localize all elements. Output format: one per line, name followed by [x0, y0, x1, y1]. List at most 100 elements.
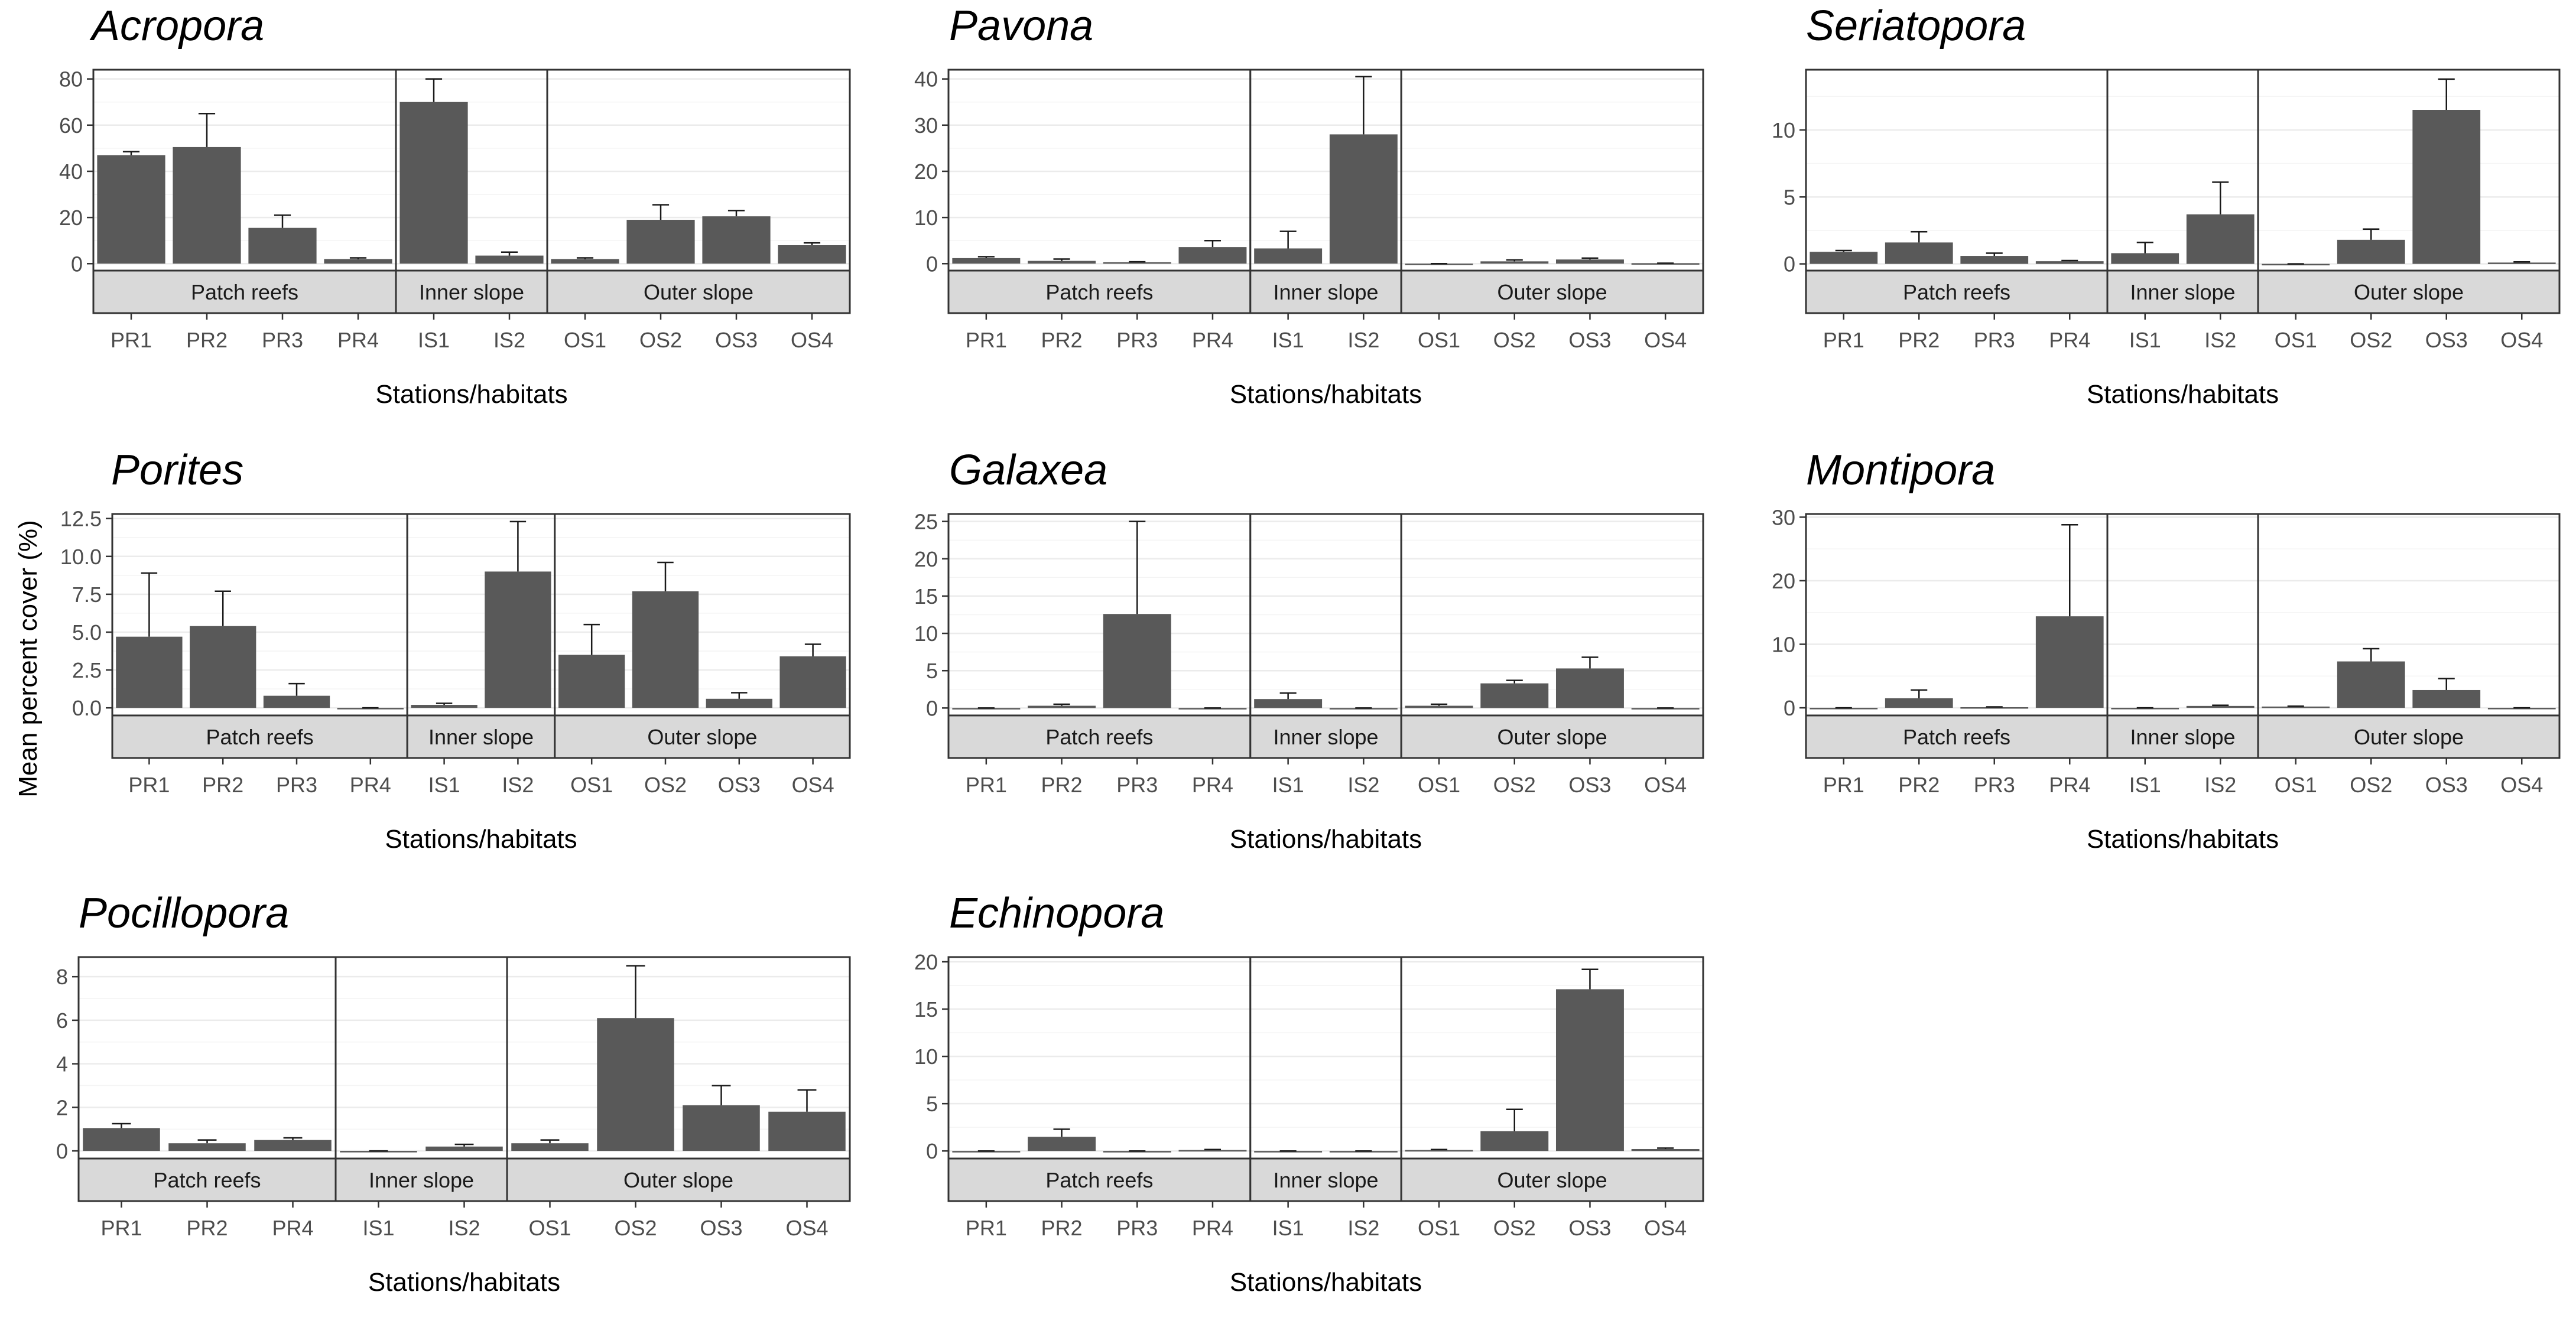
- facet-patch-reefs: PR1 PR2 PR3 PR4 Patch reefs: [1805, 69, 2109, 352]
- y-tick-label: 6: [56, 1008, 68, 1033]
- facet-patch-reefs: PR1 PR2 PR3 PR4 Patch reefs: [947, 956, 1252, 1240]
- y-tick-label: 10: [914, 1045, 938, 1069]
- x-tick-label-os4: OS4: [792, 773, 834, 797]
- x-tick-label-os3: OS3: [2425, 328, 2468, 352]
- x-tick-label-pr3: PR3: [276, 773, 317, 797]
- facet-strip: [947, 269, 1252, 314]
- x-axis-title: Stations/habitats: [368, 1268, 560, 1297]
- x-tick-label-pr3: PR3: [1116, 328, 1158, 352]
- bar-is1: [2111, 253, 2179, 264]
- bar-is2: [1329, 134, 1398, 264]
- y-tick-label: 5.0: [72, 620, 102, 645]
- facet-inner-slope: IS1 IS2 Inner slope: [395, 69, 548, 352]
- facet-strip: [1249, 1157, 1402, 1202]
- bar-os1: [551, 259, 619, 264]
- bar-pr4: [1178, 1150, 1247, 1152]
- facet-background: [2258, 70, 2559, 271]
- x-tick-label-is2: IS2: [1347, 1216, 1379, 1240]
- facet-strip-label: Outer slope: [1497, 280, 1607, 304]
- facet-border: [2257, 513, 2561, 717]
- x-tick-label-is1: IS1: [428, 773, 460, 797]
- bar-os2: [1480, 683, 1549, 708]
- facet-border: [1400, 956, 1704, 1160]
- facet-strip-label: Inner slope: [428, 725, 534, 749]
- x-tick-label-is2: IS2: [2204, 328, 2236, 352]
- facet-background: [336, 957, 507, 1159]
- facet-background: [1401, 70, 1703, 271]
- bar-os3: [1555, 259, 1624, 264]
- x-tick-label-pr1: PR1: [128, 773, 170, 797]
- panel-title: Echinopora: [949, 890, 1164, 937]
- facet-patch-reefs: PR1 PR2 PR4 Patch reefs: [77, 956, 337, 1240]
- facet-strip: [406, 714, 556, 759]
- y-tick-label: 8: [56, 965, 68, 989]
- y-tick-label: 10: [914, 622, 938, 646]
- y-tick-label: 0: [1784, 696, 1795, 720]
- x-tick-label-os1: OS1: [2275, 328, 2317, 352]
- bar-is1: [399, 102, 468, 264]
- facet-strip-label: Outer slope: [644, 280, 753, 304]
- facet-background: [948, 70, 1250, 271]
- bar-pr3: [1960, 707, 2029, 709]
- bar-os3: [706, 698, 772, 708]
- bar-pr2: [173, 147, 241, 264]
- x-tick-label-pr2: PR2: [1041, 328, 1083, 352]
- x-tick-label-os2: OS2: [1493, 1216, 1536, 1240]
- panel-title: Acropora: [89, 2, 264, 50]
- facet-background: [2107, 514, 2258, 715]
- facet-strip-label: Patch reefs: [191, 280, 298, 304]
- y-tick-label: 5: [926, 659, 938, 683]
- x-tick-label-is1: IS1: [418, 328, 450, 352]
- panel-title: Pavona: [949, 2, 1093, 50]
- facet-strip-label: Inner slope: [369, 1168, 474, 1192]
- panels-group: Acropora PR1 PR2 PR3 PR4 Patch reefs IS1 IS2 Inn…: [56, 2, 2561, 1297]
- x-axis-title: Stations/habitats: [375, 380, 567, 409]
- y-tick-label: 20: [1772, 569, 1795, 593]
- bar-os1: [1405, 705, 1473, 708]
- bar-pr1: [952, 258, 1021, 264]
- bar-os3: [2412, 110, 2481, 264]
- bar-os2: [632, 591, 699, 708]
- facet-strip-label: Inner slope: [2130, 280, 2235, 304]
- y-tick-label: 40: [914, 67, 938, 92]
- panel-title: Porites: [111, 447, 243, 494]
- y-tick-label: 12.5: [60, 507, 102, 531]
- facet-strip-label: Inner slope: [1273, 280, 1378, 304]
- x-tick-label-pr2: PR2: [1041, 773, 1083, 797]
- bar-pr4: [1178, 247, 1247, 264]
- panel-title: Montipora: [1806, 447, 1995, 494]
- x-tick-label-pr4: PR4: [1192, 773, 1233, 797]
- facet-border: [1400, 513, 1704, 717]
- facet-background: [547, 70, 850, 271]
- x-tick-label-pr4: PR4: [2049, 773, 2090, 797]
- facet-background: [1806, 70, 2107, 271]
- facet-strip: [546, 269, 851, 314]
- y-axis-label: Mean percent cover (%): [14, 520, 43, 798]
- y-tick-label: 25: [914, 510, 938, 534]
- bar-os4: [778, 245, 846, 264]
- y-tick-label: 30: [914, 113, 938, 138]
- facet-patch-reefs: PR1 PR2 PR3 PR4 Patch reefs: [92, 69, 397, 352]
- y-tick-label: 4: [56, 1052, 68, 1076]
- bar-os4: [2487, 262, 2556, 264]
- facet-patch-reefs: PR1 PR2 PR3 PR4 Patch reefs: [1805, 513, 2109, 797]
- bar-pr2: [1028, 261, 1096, 264]
- facet-strip-label: Patch reefs: [1045, 725, 1153, 749]
- bar-is1: [411, 705, 477, 708]
- bar-os3: [683, 1105, 760, 1151]
- x-axis-title: Stations/habitats: [1230, 380, 1422, 409]
- x-tick-label-os3: OS3: [1568, 773, 1611, 797]
- y-tick-label: 0.0: [72, 696, 102, 720]
- facet-border: [1400, 69, 1704, 272]
- facet-strip-label: Patch reefs: [1903, 280, 2010, 304]
- bar-os2: [1480, 1131, 1549, 1151]
- y-tick-label: 20: [914, 950, 938, 974]
- y-tick-label: 80: [59, 67, 83, 92]
- x-tick-label-is1: IS1: [1272, 328, 1304, 352]
- x-tick-label-pr1: PR1: [966, 773, 1007, 797]
- x-tick-label-pr3: PR3: [1974, 328, 2015, 352]
- facet-strip: [1400, 714, 1704, 759]
- bar-pr2: [1028, 705, 1096, 708]
- x-tick-label-is2: IS2: [493, 328, 525, 352]
- facet-strip: [554, 714, 851, 759]
